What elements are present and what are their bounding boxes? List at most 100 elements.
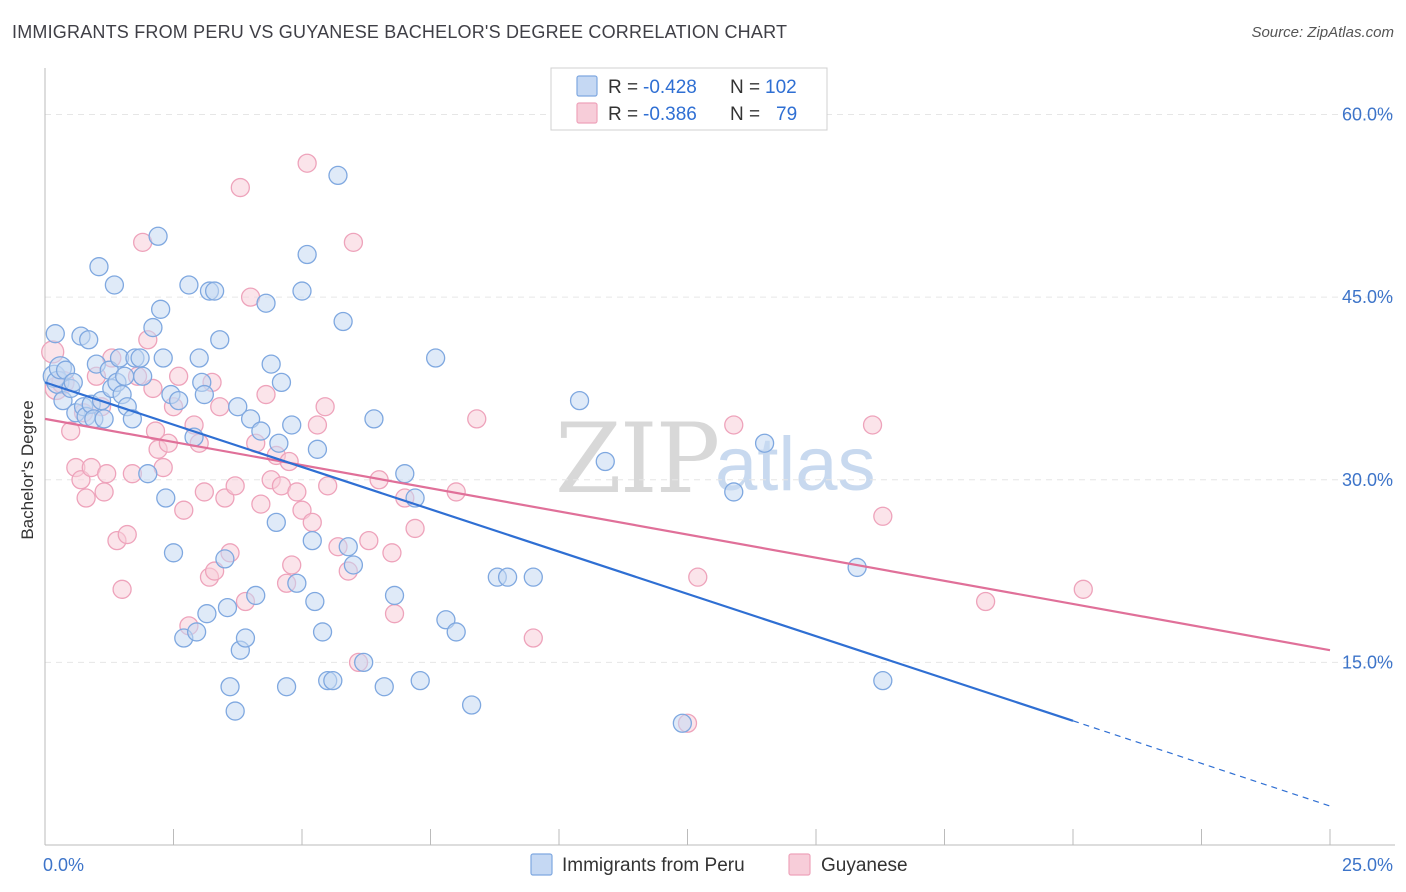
data-point: [305, 591, 325, 612]
data-point: [112, 579, 132, 599]
data-point: [862, 415, 883, 435]
source-label: Source: ZipAtlas.com: [1251, 24, 1394, 41]
data-point: [497, 567, 518, 587]
data-point: [425, 348, 446, 368]
x-tick-labels: 0.0% 25.0%: [43, 855, 1393, 875]
data-point: [235, 628, 256, 648]
data-point: [446, 622, 466, 642]
legend-swatch-peru: [576, 75, 598, 97]
data-point: [873, 670, 893, 691]
data-point: [461, 695, 482, 715]
trend-lines: [44, 381, 1331, 807]
data-point: [287, 482, 307, 502]
data-point: [174, 500, 194, 520]
data-point: [672, 713, 693, 733]
trend-line-guyanese: [44, 417, 1331, 652]
legend-n-label: N =: [730, 77, 760, 98]
data-point: [153, 348, 173, 368]
y-tick-label: 60.0%: [1342, 105, 1393, 125]
data-point: [364, 409, 384, 429]
data-point: [79, 330, 99, 350]
data-point: [97, 464, 117, 484]
legend-r-label: R =: [608, 77, 638, 98]
legend-r-label: R =: [608, 104, 638, 125]
data-point: [395, 464, 415, 484]
data-point: [282, 555, 302, 575]
data-point: [384, 585, 405, 606]
y-tick-labels: 15.0% 30.0% 45.0% 60.0%: [1342, 105, 1393, 673]
data-point: [724, 415, 744, 435]
data-point: [282, 415, 302, 435]
data-point: [217, 597, 238, 618]
y-axis-label: Bachelor's Degree: [18, 400, 37, 539]
data-point: [143, 317, 163, 338]
data-point: [210, 330, 230, 350]
data-point: [194, 384, 214, 405]
data-point: [225, 476, 245, 496]
data-point: [318, 476, 338, 496]
data-point: [328, 165, 348, 186]
watermark: ZIP atlas: [555, 403, 876, 515]
data-point: [523, 628, 543, 648]
data-point: [145, 421, 166, 441]
data-point: [61, 421, 81, 441]
data-point: [271, 372, 292, 393]
data-point: [333, 311, 353, 332]
data-point: [287, 573, 307, 593]
data-point: [204, 281, 225, 301]
data-point: [523, 567, 543, 587]
data-point: [343, 555, 364, 575]
data-point: [382, 543, 402, 563]
data-point: [168, 390, 189, 411]
data-point: [133, 366, 153, 386]
legend-n-label: N =: [730, 104, 760, 125]
data-point: [354, 652, 374, 673]
y-tick-label: 15.0%: [1342, 652, 1393, 672]
data-point: [312, 622, 333, 642]
data-point: [384, 604, 405, 624]
data-point: [215, 549, 235, 569]
data-point: [186, 622, 207, 642]
data-point: [251, 494, 271, 514]
data-point: [220, 677, 240, 697]
data-point: [94, 409, 114, 429]
data-point: [374, 677, 394, 697]
legend-swatch-guyanese: [788, 853, 811, 876]
data-point: [724, 482, 744, 502]
data-point: [94, 482, 114, 502]
data-point: [138, 464, 158, 484]
data-point: [302, 512, 322, 533]
data-point: [338, 537, 358, 557]
data-point: [163, 543, 184, 563]
y-tick-label: 30.0%: [1342, 470, 1393, 490]
data-point: [307, 439, 328, 459]
stats-legend: R = -0.428 N = 102 R = -0.386 N = 79: [550, 67, 828, 131]
data-point: [76, 488, 96, 508]
data-point: [754, 433, 775, 453]
legend-n-value: 102: [765, 77, 797, 98]
data-point: [210, 397, 230, 417]
data-point: [405, 518, 425, 539]
gridlines: [45, 114, 1395, 663]
peru-points: [42, 165, 893, 733]
data-point: [228, 397, 248, 417]
x-tick-label: 25.0%: [1342, 855, 1393, 875]
data-point: [359, 530, 379, 551]
watermark-zip: ZIP: [555, 403, 718, 515]
data-point: [256, 293, 276, 313]
data-point: [307, 415, 328, 435]
trend-line-peru: [44, 381, 1074, 722]
data-point: [251, 421, 271, 441]
data-point: [302, 530, 322, 551]
data-point: [194, 482, 214, 502]
data-point: [168, 366, 189, 386]
data-point: [150, 299, 171, 319]
data-point: [122, 409, 143, 429]
series-legend: Immigrants from Peru Guyanese: [530, 853, 908, 876]
data-point: [130, 348, 150, 368]
data-point: [89, 257, 109, 277]
x-tick-label: 0.0%: [43, 855, 84, 875]
legend-label-guyanese: Guyanese: [821, 855, 908, 876]
data-point: [179, 275, 199, 295]
data-point: [156, 488, 176, 508]
